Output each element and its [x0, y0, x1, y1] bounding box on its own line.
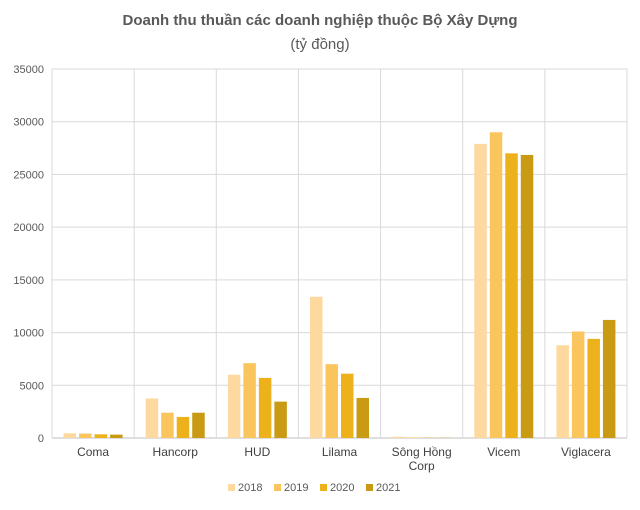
bar: [274, 401, 287, 438]
y-tick-label: 30000: [13, 117, 44, 129]
y-tick-label: 25000: [13, 169, 44, 181]
chart-subtitle: (tỷ đồng): [290, 36, 349, 53]
bar: [161, 412, 174, 438]
x-tick-label: Vicem: [487, 445, 520, 459]
x-tick-label: Lilama: [322, 445, 358, 459]
y-tick-label: 0: [38, 433, 44, 445]
bar: [192, 412, 205, 438]
bar: [110, 434, 123, 438]
bar: [79, 433, 92, 438]
bars: [63, 132, 616, 439]
bar: [392, 436, 405, 438]
bar: [505, 153, 518, 439]
y-tick-label: 20000: [13, 222, 44, 234]
bar: [310, 296, 323, 438]
legend-swatch: [274, 484, 281, 491]
bar: [176, 416, 190, 438]
bar: [356, 397, 369, 438]
bar: [587, 338, 600, 438]
y-axis-ticks: 0 5000 10000 15000 20000 25000 30000 35000: [13, 64, 44, 445]
bar: [94, 434, 108, 438]
y-tick-label: 10000: [13, 328, 44, 340]
legend-label: 2020: [330, 482, 354, 494]
bar: [258, 377, 272, 438]
bar: [602, 319, 616, 438]
x-axis-labels: Coma Hancorp HUD Lilama Sông Hồng Corp Vicem Vi…: [77, 445, 611, 473]
legend-swatch: [228, 484, 235, 491]
y-tick-label: 35000: [13, 64, 44, 76]
bar: [474, 143, 487, 438]
bar: [145, 398, 159, 438]
legend-label: 2021: [376, 482, 400, 494]
legend: 2018 2019 2020 2021: [228, 482, 400, 494]
bar: [489, 132, 503, 438]
bar: [520, 154, 534, 438]
gridlines: [51, 68, 628, 439]
x-tick-label: Sông Hồng Corp: [392, 445, 452, 473]
x-tick-label: HUD: [244, 445, 270, 459]
bar: [341, 373, 354, 438]
x-tick-label: Coma: [77, 445, 109, 459]
bar: [571, 331, 585, 438]
x-tick-label: Viglacera: [561, 445, 611, 459]
bar: [63, 433, 77, 438]
chart-title: Doanh thu thuần các doanh nghiệp thuộc B…: [122, 12, 517, 29]
bar: [243, 363, 256, 438]
legend-label: 2018: [238, 482, 262, 494]
bar: [407, 437, 421, 438]
y-tick-label: 5000: [20, 380, 44, 392]
legend-swatch: [320, 484, 327, 491]
bar: [325, 364, 338, 438]
x-tick-label: Hancorp: [153, 445, 199, 459]
bar: [227, 374, 241, 438]
legend-label: 2019: [284, 482, 308, 494]
legend-swatch: [366, 484, 373, 491]
y-tick-label: 15000: [13, 275, 44, 287]
bar: [556, 345, 569, 438]
